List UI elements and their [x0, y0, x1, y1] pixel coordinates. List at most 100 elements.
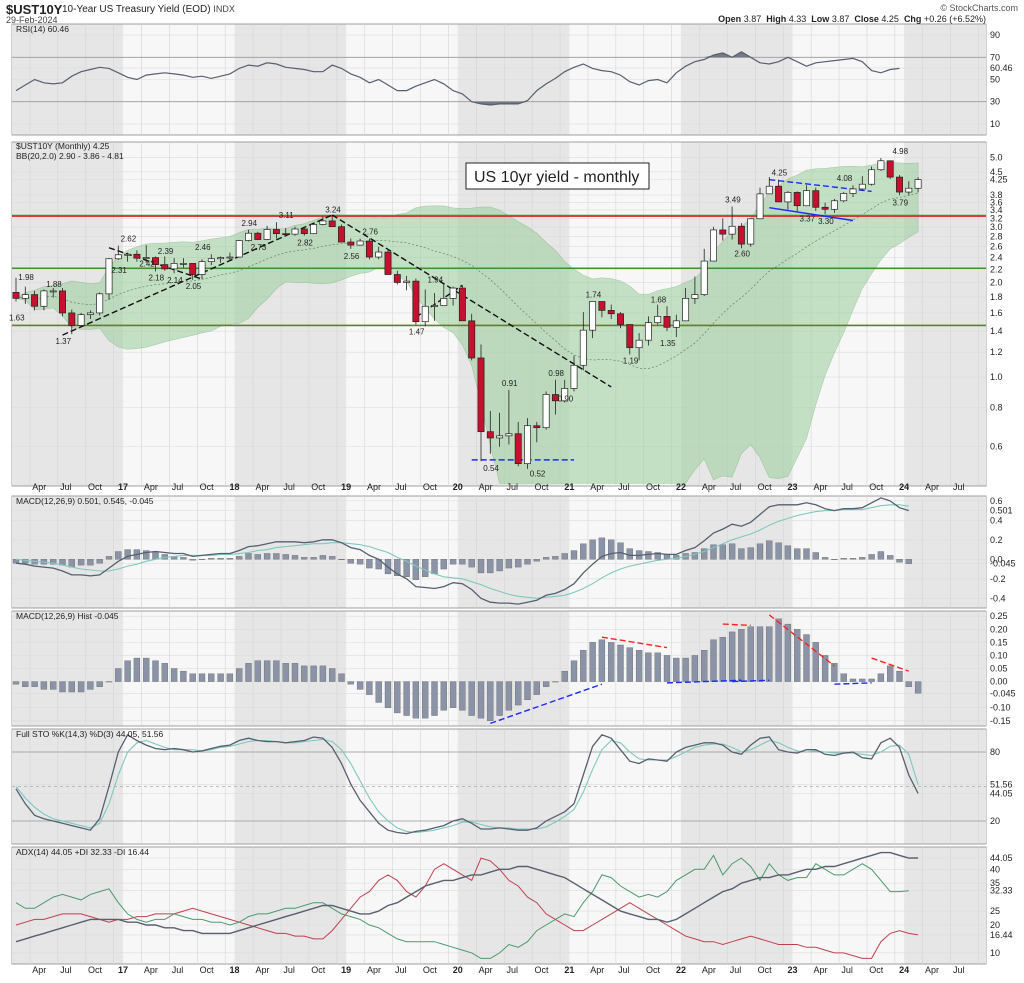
- x-axis-label: Apr: [479, 965, 493, 975]
- hist-bar: [608, 642, 614, 681]
- hist-bar: [915, 682, 921, 694]
- hist-bar: [69, 682, 75, 692]
- candle-body-up: [320, 221, 326, 225]
- macd-hist-bar: [432, 559, 438, 574]
- hist-bar: [450, 682, 456, 708]
- x-axis-label: Jul: [953, 482, 965, 492]
- x-axis-label: 24: [899, 965, 909, 975]
- candle: [366, 239, 372, 260]
- high-value: 4.33: [789, 14, 807, 24]
- x-axis-label: Jul: [60, 482, 72, 492]
- y-tick-label: 0.10: [990, 650, 1008, 660]
- low-value: 3.87: [832, 14, 850, 24]
- hist-bar: [404, 682, 410, 716]
- candle-body-up: [655, 316, 661, 322]
- hist-bar: [813, 642, 819, 681]
- hist-bar: [720, 637, 726, 681]
- y-tick-label: 2.0: [990, 277, 1003, 287]
- hist-bar: [776, 619, 782, 682]
- y-tick-label: 50: [990, 75, 1000, 85]
- candle-body-down: [664, 316, 670, 327]
- candle-body-down: [887, 161, 893, 177]
- hist-bar: [478, 682, 484, 719]
- candle-body-up: [701, 261, 707, 295]
- year-shade: [12, 497, 123, 608]
- y-tick-label: 60.46: [990, 63, 1013, 73]
- candle-body-down: [487, 432, 493, 438]
- y-tick-label: 44.05: [990, 788, 1013, 798]
- price-point-label: 1.88: [46, 280, 62, 289]
- candle-body-up: [199, 262, 205, 275]
- hist-bar: [115, 669, 121, 682]
- candle-body-up: [878, 161, 884, 170]
- candle: [543, 391, 549, 429]
- open-label: Open: [718, 14, 741, 24]
- copyright-label[interactable]: © StockCharts.com: [940, 3, 1018, 13]
- y-tick-label: 1.6: [990, 308, 1003, 318]
- x-axis-label: Oct: [534, 965, 549, 975]
- macd-hist-bar: [236, 556, 242, 559]
- candle-body-up: [292, 229, 298, 234]
- hist-bar: [636, 650, 642, 681]
- candle-body-down: [617, 314, 623, 325]
- candle-body-up: [227, 257, 233, 258]
- price-point-label: 0.98: [548, 369, 564, 378]
- macd-hist-bar: [850, 558, 856, 559]
- macd-hist-bar: [785, 546, 791, 560]
- macd-hist-bar: [459, 559, 465, 564]
- x-axis-label: 18: [230, 965, 240, 975]
- x-axis-label: Apr: [590, 482, 604, 492]
- x-axis-label: Apr: [255, 482, 269, 492]
- candle-body-up: [357, 241, 363, 245]
- y-tick-label: 70: [990, 52, 1000, 62]
- macd-hist-bar: [487, 559, 493, 573]
- candle-body-up: [710, 230, 716, 261]
- candle-body-up: [311, 224, 317, 233]
- candle-body-up: [431, 305, 437, 306]
- price-point-label: 2.39: [158, 247, 174, 256]
- candle: [385, 250, 391, 275]
- hist-bar: [692, 655, 698, 681]
- y-tick-label: 2.6: [990, 242, 1003, 252]
- price-point-label: 4.25: [772, 169, 788, 178]
- y-tick-label: -0.4: [990, 593, 1006, 603]
- hist-bar: [60, 682, 66, 692]
- x-axis-label: 19: [341, 965, 351, 975]
- y-tick-label: 2.4: [990, 253, 1003, 263]
- candle-body-up: [859, 184, 865, 189]
- ohlc-readout: Open 3.87 High 4.33 Low 3.87 Close 4.25 …: [718, 14, 986, 24]
- hist-bar: [841, 674, 847, 682]
- y-tick-label: 0.6: [990, 442, 1003, 452]
- candle-body-down: [813, 191, 819, 208]
- macd-hist-bar: [218, 558, 224, 559]
- price-point-label: 1.47: [409, 327, 425, 336]
- price-point-label: 1.63: [9, 313, 25, 322]
- price-point-label: 2.56: [344, 252, 360, 261]
- macd-hist-bar: [748, 548, 754, 560]
- price-point-label: 0.54: [483, 464, 499, 473]
- hist-bar: [292, 663, 298, 681]
- hist-bar: [543, 682, 549, 687]
- year-shade: [458, 497, 570, 608]
- macd-hist-bar: [115, 552, 121, 560]
- hist-bar: [599, 640, 605, 682]
- y-tick-label: 1.2: [990, 347, 1003, 357]
- macd-hist-bar: [887, 555, 893, 559]
- y-tick-label: 0.4: [990, 515, 1003, 525]
- hist-bar: [246, 663, 252, 681]
- hist-bar: [190, 674, 196, 682]
- chg-value: +0.26 (+6.52%): [924, 14, 986, 24]
- x-axis-label: Apr: [32, 482, 46, 492]
- candle-body-up: [645, 323, 651, 341]
- y-tick-label: 2.8: [990, 232, 1003, 242]
- candle-body-up: [441, 298, 447, 305]
- candle-body-down: [32, 295, 38, 307]
- hist-bar: [869, 679, 875, 682]
- candle: [338, 224, 344, 242]
- y-tick-label: 0.2: [990, 535, 1003, 545]
- candle-body-up: [683, 298, 689, 320]
- hist-bar: [13, 682, 19, 685]
- y-tick-label: -0.2: [990, 574, 1006, 584]
- x-axis-label: Jul: [730, 965, 742, 975]
- chart-date: 29-Feb-2024: [6, 15, 58, 25]
